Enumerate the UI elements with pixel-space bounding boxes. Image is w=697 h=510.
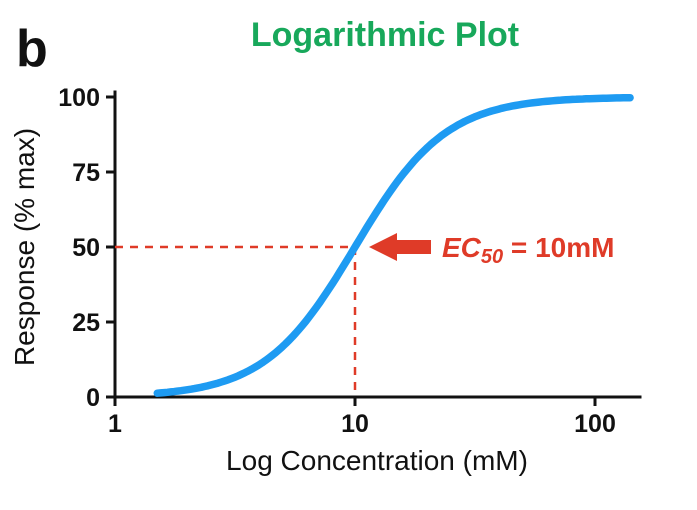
ec50-annotation	[115, 233, 431, 397]
sigmoid-curve	[153, 93, 634, 397]
x-tick-label: 10	[341, 410, 369, 438]
y-tick-label: 25	[72, 309, 100, 337]
ec50-label: EC50 = 10mM	[442, 232, 614, 268]
y-tick-label: 75	[72, 159, 100, 187]
x-axis-label: Log Concentration (mM)	[226, 445, 528, 476]
chart-title: Logarithmic Plot	[251, 16, 519, 54]
x-tick-label: 100	[574, 410, 616, 438]
ec50-label-ec: EC	[442, 232, 482, 263]
ec50-label-sub: 50	[481, 246, 503, 268]
ec50-arrow-icon	[369, 233, 431, 261]
y-tick-label: 0	[86, 384, 100, 412]
y-tick-label: 100	[58, 84, 100, 112]
ec50-label-value: = 10mM	[503, 232, 614, 263]
panel-label: b	[16, 20, 48, 78]
tick-marks: 0 25 50 75 100 1 10 100	[58, 84, 616, 438]
x-tick-label: 1	[108, 410, 122, 438]
y-axis-label: Response (% max)	[9, 128, 40, 366]
dose-response-curve	[153, 93, 634, 397]
y-tick-label: 50	[72, 234, 100, 262]
